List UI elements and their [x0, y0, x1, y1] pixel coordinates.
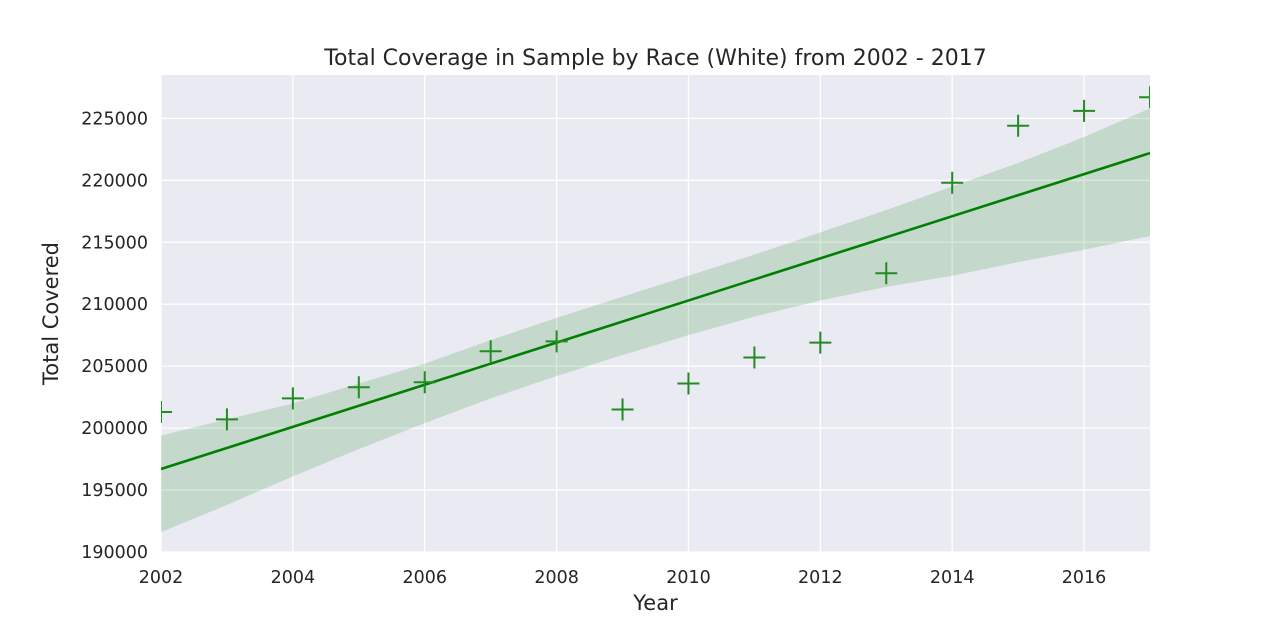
data-point	[347, 376, 370, 399]
x-tick-label: 2014	[930, 568, 975, 588]
data-point	[743, 346, 766, 369]
data-point	[611, 398, 634, 421]
data-point	[941, 171, 964, 194]
y-tick-label: 225000	[81, 109, 148, 129]
data-point	[1139, 86, 1150, 109]
x-tick-label: 2008	[534, 568, 579, 588]
chart-title: Total Coverage in Sample by Race (White)…	[323, 46, 986, 71]
data-point	[161, 400, 172, 423]
x-tick-label: 2016	[1062, 568, 1107, 588]
grid-lines	[160, 75, 1150, 553]
y-tick-label: 220000	[81, 171, 148, 191]
x-tick-labels: 2002 2004 2006 2008 2010 2012 2014 2016	[139, 568, 1107, 588]
data-point	[479, 340, 502, 363]
y-tick-label: 200000	[81, 419, 148, 439]
data-point	[677, 372, 700, 395]
x-tick-label: 2012	[798, 568, 843, 588]
data-point	[875, 262, 898, 285]
x-tick-label: 2004	[271, 568, 316, 588]
data-point	[1073, 99, 1096, 122]
x-tick-label: 2006	[402, 568, 447, 588]
y-tick-label: 215000	[81, 233, 148, 253]
y-tick-label: 210000	[81, 295, 148, 315]
data-point	[809, 331, 832, 354]
x-tick-label: 2002	[139, 568, 184, 588]
y-tick-label: 195000	[81, 481, 148, 501]
data-point	[413, 371, 436, 394]
data-point	[545, 330, 568, 353]
plot-background	[161, 75, 1150, 552]
data-point	[281, 387, 304, 410]
data-point	[215, 408, 238, 431]
y-tick-label: 205000	[81, 357, 148, 377]
y-tick-label: 190000	[81, 543, 148, 563]
confidence-band	[161, 108, 1150, 533]
regression-line	[161, 151, 1150, 471]
y-axis-label: Total Covered	[39, 242, 63, 386]
y-tick-labels: 190000 195000 200000 205000 210000 215000 2200…	[81, 109, 148, 563]
data-points	[161, 86, 1150, 431]
x-tick-label: 2010	[666, 568, 711, 588]
x-axis-label: Year	[632, 591, 678, 615]
data-point	[1007, 114, 1030, 137]
